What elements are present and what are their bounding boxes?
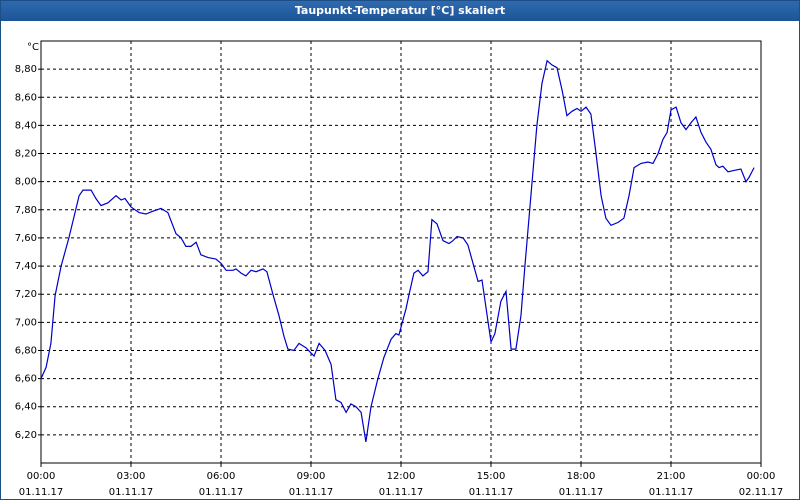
x-tick-date: 01.11.17 <box>559 487 604 498</box>
y-tick-label: 6,80 <box>15 345 37 356</box>
title-bar: Taupunkt-Temperatur [°C] skaliert <box>1 1 799 21</box>
y-tick-label: 6,20 <box>15 430 37 441</box>
x-tick-date: 01.11.17 <box>289 487 334 498</box>
x-tick-date: 01.11.17 <box>469 487 514 498</box>
y-tick-label: 6,60 <box>15 374 37 385</box>
x-tick-date: 02.11.17 <box>739 487 784 498</box>
y-tick-label: 6,40 <box>15 402 37 413</box>
data-line <box>40 59 755 442</box>
y-tick-label: 7,20 <box>15 289 37 300</box>
x-tick-label: 18:00 <box>567 471 596 482</box>
y-unit-label: °C <box>27 42 39 53</box>
x-tick-label: 03:00 <box>117 471 146 482</box>
y-tick-label: 8,40 <box>15 120 37 131</box>
y-tick-label: 8,00 <box>15 177 37 188</box>
chart: °C 6,20 6,40 6,60 6,80 7,00 7,20 7,40 7,60 7,80 8… <box>15 40 784 498</box>
x-tick-date: 01.11.17 <box>19 487 64 498</box>
y-tick-label: 8,60 <box>15 92 37 103</box>
x-tick-date: 01.11.17 <box>199 487 244 498</box>
x-tick-label: 00:00 <box>27 471 56 482</box>
y-tick-label: 7,60 <box>15 233 37 244</box>
x-tick-date: 01.11.17 <box>109 487 154 498</box>
x-tick-date: 01.11.17 <box>649 487 694 498</box>
x-tick-label: 21:00 <box>657 471 686 482</box>
y-tick-label: 8,80 <box>15 64 37 75</box>
y-tick-label: 7,00 <box>15 317 37 328</box>
x-tick-label: 15:00 <box>477 471 506 482</box>
x-tick-label: 00:00 <box>747 471 776 482</box>
y-tick-label: 7,40 <box>15 261 37 272</box>
x-tick-label: 06:00 <box>207 471 236 482</box>
x-tick-date: 01.11.17 <box>379 487 424 498</box>
y-tick-label: 7,80 <box>15 205 37 216</box>
x-tick-label: 09:00 <box>297 471 326 482</box>
y-tick-label: 8,20 <box>15 149 37 160</box>
x-tick-label: 12:00 <box>387 471 416 482</box>
